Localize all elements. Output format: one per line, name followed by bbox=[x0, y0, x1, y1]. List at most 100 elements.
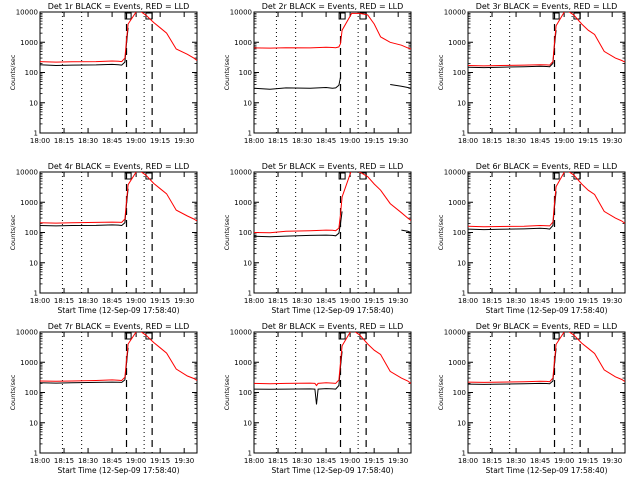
x-tick-label: 19:00 bbox=[340, 137, 360, 145]
y-tick-label: 1000 bbox=[448, 199, 466, 207]
y-axis-label: Counts/sec bbox=[223, 374, 231, 410]
panel-det-9: Det 9r BLACK = Events, RED = LLD Counts/s… bbox=[437, 322, 626, 475]
plot-title: Det 5r BLACK = Events, RED = LLD bbox=[262, 162, 404, 171]
x-axis-label: Start Time (12-Sep-09 17:58:40) bbox=[58, 466, 180, 475]
y-tick-label: 10 bbox=[29, 419, 38, 427]
y-tick-label: 100 bbox=[239, 229, 252, 237]
y-tick-label: 10 bbox=[243, 259, 252, 267]
y-tick-label: 10000 bbox=[16, 329, 38, 337]
x-tick-label: 18:30 bbox=[506, 297, 526, 305]
plot-title: Det 1r BLACK = Events, RED = LLD bbox=[48, 2, 190, 11]
x-tick-label: 19:15 bbox=[150, 457, 170, 465]
y-tick-label: 10000 bbox=[16, 9, 38, 17]
plot-frame bbox=[253, 331, 412, 454]
x-axis-label: Start Time (12-Sep-09 17:58:40) bbox=[272, 466, 394, 475]
series-line-events bbox=[254, 351, 343, 405]
interval-box-marker bbox=[338, 172, 346, 180]
panel-det-6: Det 6r BLACK = Events, RED = LLD Counts/s… bbox=[437, 162, 626, 315]
x-tick-label: 18:15 bbox=[482, 457, 502, 465]
x-tick-label: 19:15 bbox=[150, 137, 170, 145]
panel-det-4: Det 4r BLACK = Events, RED = LLD Counts/s… bbox=[9, 162, 198, 315]
y-axis-label: Counts/sec bbox=[9, 374, 17, 410]
panel-det-5: Det 5r BLACK = Events, RED = LLD Counts/s… bbox=[223, 162, 412, 315]
plot-title: Det 9r BLACK = Events, RED = LLD bbox=[476, 322, 618, 331]
x-axis-label: Start Time (12-Sep-09 17:58:40) bbox=[272, 306, 394, 315]
interval-box-marker bbox=[552, 12, 560, 20]
x-tick-label: 18:45 bbox=[102, 457, 122, 465]
x-tick-label: 18:45 bbox=[316, 457, 336, 465]
x-tick-label: 18:00 bbox=[244, 457, 264, 465]
x-tick-label: 18:30 bbox=[506, 457, 526, 465]
series-line-lld bbox=[468, 172, 625, 228]
x-tick-label: 19:15 bbox=[150, 297, 170, 305]
x-tick-label: 18:30 bbox=[292, 297, 312, 305]
x-tick-label: 18:30 bbox=[78, 297, 98, 305]
x-tick-label: 18:15 bbox=[54, 457, 74, 465]
y-axis-label: Counts/sec bbox=[223, 54, 231, 90]
plot-frame bbox=[467, 331, 626, 454]
x-tick-label: 19:15 bbox=[364, 457, 384, 465]
y-tick-label: 100 bbox=[453, 69, 466, 77]
panel-det-8: Det 8r BLACK = Events, RED = LLD Counts/s… bbox=[223, 322, 412, 475]
y-tick-label: 1000 bbox=[20, 39, 38, 47]
y-tick-label: 1000 bbox=[234, 199, 252, 207]
x-tick-label: 18:45 bbox=[316, 137, 336, 145]
series-line-events bbox=[40, 188, 129, 227]
x-tick-label: 18:00 bbox=[30, 137, 50, 145]
series-line-events bbox=[254, 77, 411, 90]
x-tick-label: 19:00 bbox=[554, 137, 574, 145]
plot-frame bbox=[253, 11, 412, 134]
y-tick-label: 10000 bbox=[444, 9, 466, 17]
interval-box-marker bbox=[145, 12, 153, 20]
x-tick-label: 19:30 bbox=[602, 297, 622, 305]
y-tick-label: 1 bbox=[248, 130, 252, 138]
y-tick-label: 1 bbox=[462, 130, 466, 138]
y-axis-label: Counts/sec bbox=[437, 214, 445, 250]
plot-title: Det 4r BLACK = Events, RED = LLD bbox=[48, 162, 190, 171]
x-tick-label: 18:00 bbox=[458, 137, 478, 145]
x-tick-label: 19:30 bbox=[602, 457, 622, 465]
panel-det-3: Det 3r BLACK = Events, RED = LLD Counts/s… bbox=[437, 2, 626, 145]
x-tick-label: 18:00 bbox=[30, 457, 50, 465]
y-tick-label: 10000 bbox=[230, 329, 252, 337]
panel-det-7: Det 7r BLACK = Events, RED = LLD Counts/s… bbox=[9, 322, 198, 475]
x-tick-label: 19:30 bbox=[388, 297, 408, 305]
x-tick-label: 19:00 bbox=[126, 297, 146, 305]
y-tick-label: 10000 bbox=[444, 329, 466, 337]
y-tick-label: 1000 bbox=[448, 39, 466, 47]
interval-box-marker bbox=[552, 332, 560, 340]
x-tick-label: 18:00 bbox=[458, 297, 478, 305]
x-tick-label: 18:45 bbox=[102, 137, 122, 145]
y-tick-label: 100 bbox=[25, 229, 38, 237]
x-tick-label: 19:15 bbox=[578, 457, 598, 465]
x-tick-label: 19:30 bbox=[388, 457, 408, 465]
y-tick-label: 100 bbox=[25, 69, 38, 77]
x-tick-label: 19:00 bbox=[554, 457, 574, 465]
x-tick-label: 18:45 bbox=[530, 457, 550, 465]
x-tick-label: 18:00 bbox=[244, 297, 264, 305]
y-axis-label: Counts/sec bbox=[223, 214, 231, 250]
x-tick-label: 18:45 bbox=[316, 297, 336, 305]
series-line-lld bbox=[40, 332, 197, 382]
y-tick-label: 10 bbox=[243, 99, 252, 107]
x-tick-label: 18:45 bbox=[530, 137, 550, 145]
series-line-lld bbox=[254, 12, 411, 50]
interval-box-marker bbox=[124, 172, 132, 180]
plot-title: Det 8r BLACK = Events, RED = LLD bbox=[262, 322, 404, 331]
x-tick-label: 18:15 bbox=[268, 457, 288, 465]
y-tick-label: 10 bbox=[243, 419, 252, 427]
x-tick-label: 19:30 bbox=[174, 297, 194, 305]
plot-title: Det 3r BLACK = Events, RED = LLD bbox=[476, 2, 618, 11]
plot-frame bbox=[39, 331, 198, 454]
y-tick-label: 1000 bbox=[20, 359, 38, 367]
y-tick-label: 1 bbox=[34, 290, 38, 298]
x-tick-label: 18:15 bbox=[268, 297, 288, 305]
y-tick-label: 1 bbox=[34, 130, 38, 138]
series-line-lld bbox=[468, 332, 625, 383]
y-axis-label: Counts/sec bbox=[9, 214, 17, 250]
x-tick-label: 19:15 bbox=[578, 137, 598, 145]
x-tick-label: 18:15 bbox=[482, 297, 502, 305]
x-tick-label: 18:00 bbox=[30, 297, 50, 305]
x-tick-label: 19:00 bbox=[554, 297, 574, 305]
